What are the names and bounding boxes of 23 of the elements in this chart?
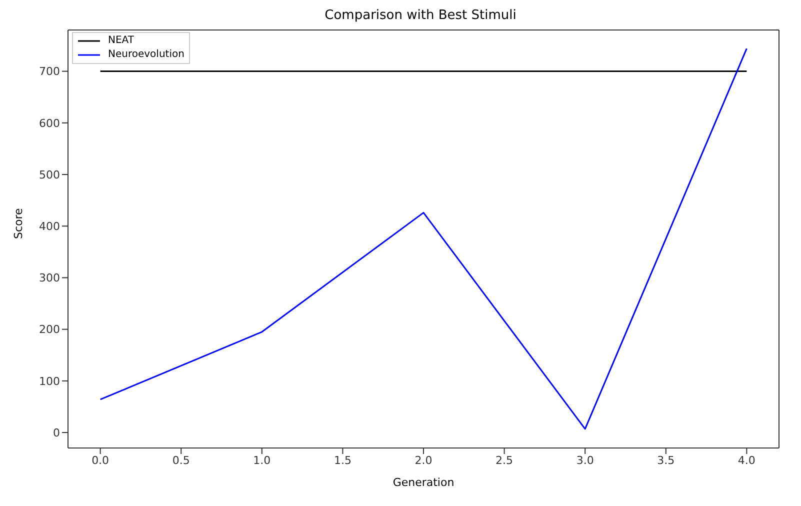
x-tick-label: 2.0 — [414, 454, 432, 467]
x-tick-label: 0.5 — [172, 454, 190, 467]
chart-title: Comparison with Best Stimuli — [324, 8, 518, 25]
y-tick-label: 200 — [39, 323, 60, 336]
y-tick-label: 100 — [39, 374, 60, 388]
x-tick-label: 3.0 — [576, 454, 594, 467]
y-tick-label: 0 — [53, 426, 60, 440]
legend-label: NEAT — [108, 34, 134, 48]
y-tick-label: 600 — [39, 116, 60, 130]
line-series — [100, 48, 748, 430]
y-tick-label: 500 — [39, 168, 60, 182]
x-tick-label: 2.5 — [496, 454, 514, 467]
y-tick-label: 300 — [39, 272, 60, 285]
y-axis-title: Score — [12, 208, 25, 239]
legend-label: Neuroevolution — [108, 48, 184, 62]
y-tick-label: 700 — [39, 65, 60, 78]
x-tick-label: 0.0 — [92, 454, 110, 467]
x-tick-label: 4.0 — [738, 454, 756, 467]
x-tick-label: 1.0 — [253, 454, 271, 467]
x-tick-label: 1.5 — [334, 454, 352, 467]
y-tick-label: 400 — [39, 220, 60, 234]
x-axis-title: Generation — [392, 476, 454, 489]
x-tick-label: 3.5 — [657, 454, 675, 467]
